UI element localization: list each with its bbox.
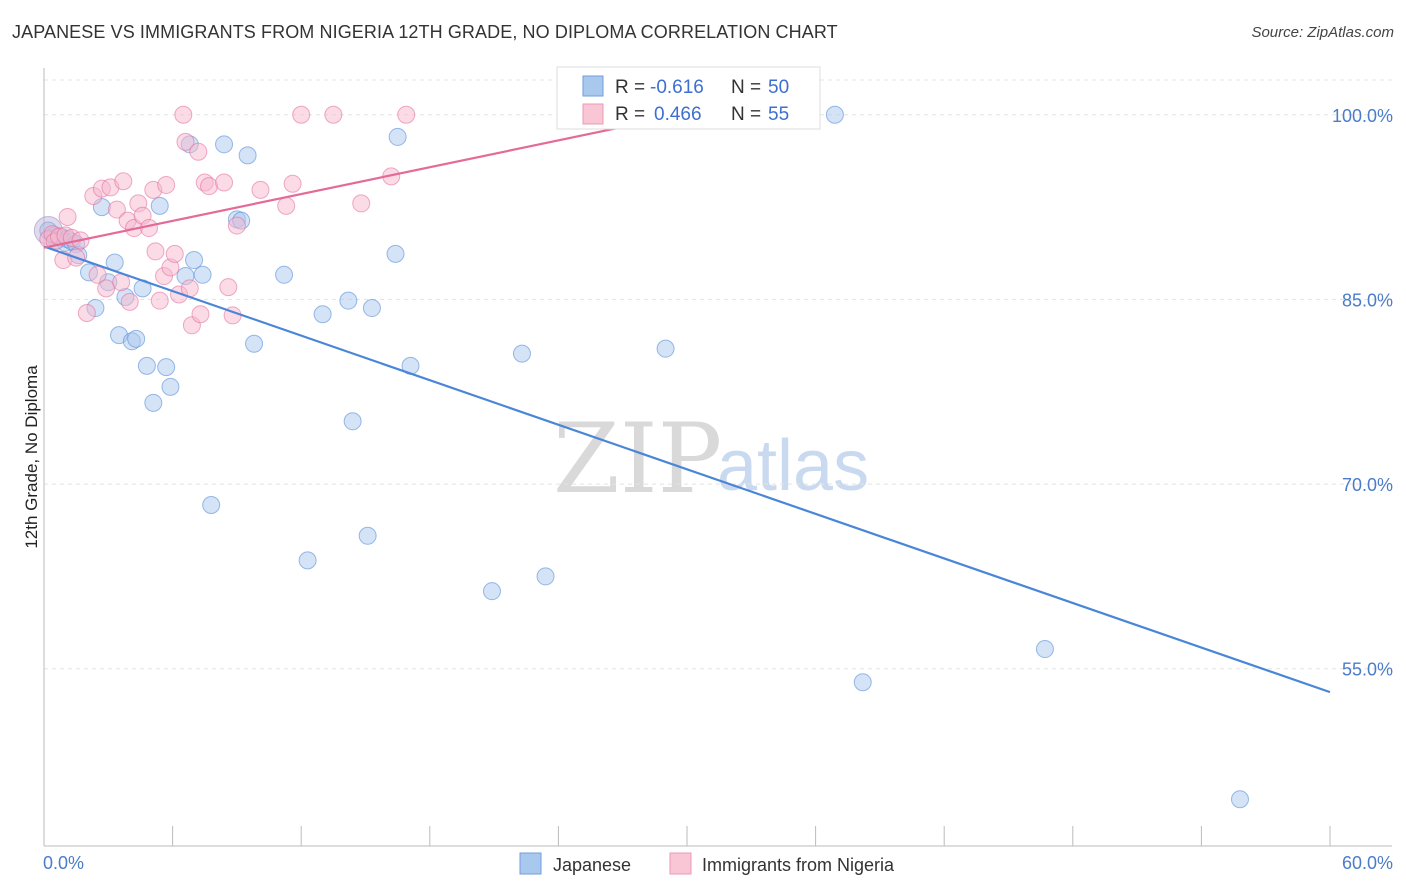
point-japanese-49: [853, 673, 872, 692]
point-japanese-27: [193, 265, 212, 284]
point-japanese-33: [245, 334, 264, 353]
point-nigeria-38: [191, 305, 210, 324]
watermark-zip: ZIP: [553, 403, 722, 515]
chart-title: JAPANESE VS IMMIGRANTS FROM NIGERIA 12TH…: [12, 22, 838, 42]
y-tick-label-55: 55.0%: [1342, 660, 1393, 680]
point-nigeria-34: [176, 132, 195, 151]
legend-n-label-1: N =: [731, 77, 761, 98]
point-nigeria-52: [397, 105, 416, 124]
point-nigeria-48: [292, 105, 311, 124]
point-nigeria-29: [157, 175, 176, 194]
point-japanese-29: [215, 135, 234, 154]
x-tick-label-max: 60.0%: [1342, 853, 1393, 873]
legend-bottom-label-japanese: Japanese: [553, 855, 631, 875]
point-nigeria-42: [219, 278, 238, 297]
point-japanese-35: [298, 551, 317, 570]
point-nigeria-46: [277, 196, 296, 215]
legend-r-label-1: R =: [615, 77, 645, 98]
point-japanese-28: [202, 496, 221, 515]
legend-n-value-2: 55: [768, 104, 789, 125]
point-nigeria-14: [97, 279, 116, 298]
point-japanese-23: [161, 377, 180, 396]
grid-lines: [44, 79, 1392, 670]
series-nigeria-points: [39, 105, 714, 335]
point-nigeria-47: [283, 174, 302, 193]
y-tick-label-100: 100.0%: [1332, 106, 1393, 126]
point-japanese-20: [144, 393, 163, 412]
point-japanese-38: [343, 412, 362, 431]
trend-line-japanese: [43, 245, 1331, 694]
watermark: ZIP atlas: [553, 403, 869, 515]
point-japanese-17: [127, 329, 146, 348]
legend-swatch-nigeria: [582, 103, 604, 125]
point-japanese-22: [157, 358, 176, 377]
point-nigeria-40: [200, 177, 219, 196]
point-nigeria-49: [324, 105, 343, 124]
point-japanese-37: [339, 291, 358, 310]
y-tick-labels: 55.0% 70.0% 85.0% 100.0%: [1332, 106, 1393, 680]
legend-bottom-swatch-japanese: [519, 852, 542, 875]
legend-r-value-2: 0.466: [654, 104, 702, 125]
point-japanese-44: [482, 582, 501, 601]
point-japanese-46: [536, 567, 555, 586]
trend-lines: [43, 112, 1331, 694]
watermark-atlas: atlas: [717, 426, 869, 506]
point-nigeria-41: [215, 173, 234, 192]
trend-line-nigeria: [43, 112, 688, 249]
point-nigeria-26: [146, 242, 165, 261]
point-nigeria-45: [251, 180, 270, 199]
point-japanese-32: [238, 146, 257, 165]
point-nigeria-50: [352, 194, 371, 213]
point-nigeria-37: [189, 142, 208, 161]
point-nigeria-33: [174, 105, 193, 124]
legend-n-label-2: N =: [731, 104, 761, 125]
point-japanese-39: [358, 526, 377, 545]
point-nigeria-31: [165, 244, 184, 263]
point-japanese-47: [656, 339, 675, 358]
axes: [43, 68, 1392, 847]
point-japanese-41: [386, 244, 405, 263]
legend-bottom-swatch-nigeria: [669, 852, 692, 875]
point-nigeria-20: [120, 292, 139, 311]
legend-n-value-1: 50: [768, 77, 789, 98]
point-japanese-19: [137, 356, 156, 375]
point-nigeria-16: [107, 200, 126, 219]
point-nigeria-10: [77, 303, 96, 322]
legend-r-value-1: -0.616: [650, 77, 704, 98]
point-japanese-36: [313, 305, 332, 324]
point-japanese-26: [185, 251, 204, 270]
point-japanese-21: [150, 196, 169, 215]
chart-source: Source: ZipAtlas.com: [1251, 24, 1394, 41]
legend-swatch-japanese: [582, 75, 604, 97]
legend-r-label-2: R =: [615, 104, 645, 125]
point-japanese-42: [388, 127, 407, 146]
y-tick-label-70: 70.0%: [1342, 475, 1393, 495]
legend-series: Japanese Immigrants from Nigeria: [519, 852, 895, 875]
point-japanese-48: [825, 105, 844, 124]
legend-stats: R = -0.616 N = 50 R = 0.466 N = 55: [556, 66, 821, 130]
point-japanese-45: [512, 344, 531, 363]
point-nigeria-44: [227, 216, 246, 235]
point-japanese-40: [362, 299, 381, 318]
legend-bottom-label-nigeria: Immigrants from Nigeria: [702, 855, 895, 875]
point-japanese-34: [275, 265, 294, 284]
point-nigeria-18: [114, 172, 133, 191]
point-nigeria-27: [150, 291, 169, 310]
x-tick-labels: 0.0% 60.0%: [43, 853, 1393, 873]
y-axis-label: 12th Grade, No Diploma: [22, 365, 41, 549]
point-japanese-50: [1035, 640, 1054, 659]
point-nigeria-12: [88, 265, 107, 284]
x-tick-label-min: 0.0%: [43, 853, 84, 873]
point-nigeria-6: [58, 207, 77, 226]
y-tick-label-85: 85.0%: [1342, 290, 1393, 310]
point-japanese-51: [1230, 790, 1249, 809]
